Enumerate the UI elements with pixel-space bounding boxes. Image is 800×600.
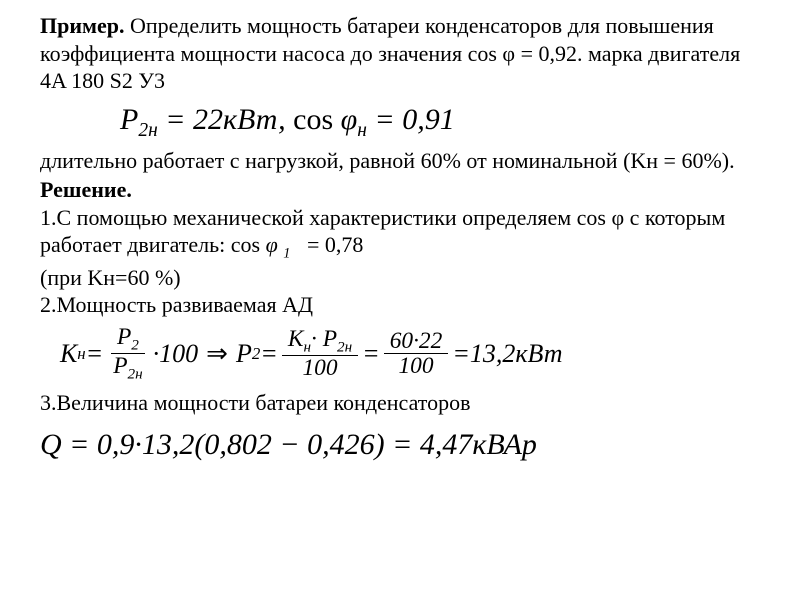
arrow-icon: ⇒ bbox=[206, 338, 228, 371]
frac1: P2 P2н bbox=[107, 325, 148, 383]
step2-text: 2.Мощность развиваемая АД bbox=[40, 292, 313, 317]
cos-val: = 0,91 bbox=[374, 103, 454, 136]
step-3: 3.Величина мощности батареи конденсаторо… bbox=[40, 389, 760, 417]
p-sub: 2н bbox=[138, 120, 157, 141]
condition-text: длительно работает с нагрузкой, равной 6… bbox=[40, 147, 760, 175]
phi: φ bbox=[341, 103, 358, 136]
phi-sub: н bbox=[357, 120, 367, 141]
step-1: 1.С помощью механической характеристики … bbox=[40, 204, 760, 291]
formula-result: Q = 0,9·13,2(0,802 − 0,426) = 4,47кВАр bbox=[40, 426, 760, 464]
step1-val: = 0,78 bbox=[307, 232, 363, 257]
formula-step2: Кн = P2 P2н ·100 ⇒ P2 = Kн· P2н 100 = 60… bbox=[60, 325, 760, 383]
frac3: 60·22 100 bbox=[384, 329, 449, 379]
problem-label: Пример. bbox=[40, 13, 125, 38]
step1-text1: 1.С помощью механической характеристики … bbox=[40, 205, 725, 258]
cos-phi1-label: cos φ 1 bbox=[231, 232, 296, 257]
p-var: P bbox=[120, 103, 138, 136]
cos-label: cos bbox=[293, 103, 333, 136]
p-val: = 22кВт, bbox=[165, 103, 285, 136]
problem-statement: Пример. Определить мощность батареи конд… bbox=[40, 12, 760, 95]
step-2: 2.Мощность развиваемая АД bbox=[40, 291, 760, 319]
given-formula: P2н = 22кВт, cos φн = 0,91 bbox=[40, 101, 760, 143]
solution-label: Решение. bbox=[40, 176, 760, 204]
frac2: Kн· P2н 100 bbox=[282, 327, 358, 381]
step1-text2: (при Kн=60 %) bbox=[40, 265, 181, 290]
step3-text: 3.Величина мощности батареи конденсаторо… bbox=[40, 390, 471, 415]
